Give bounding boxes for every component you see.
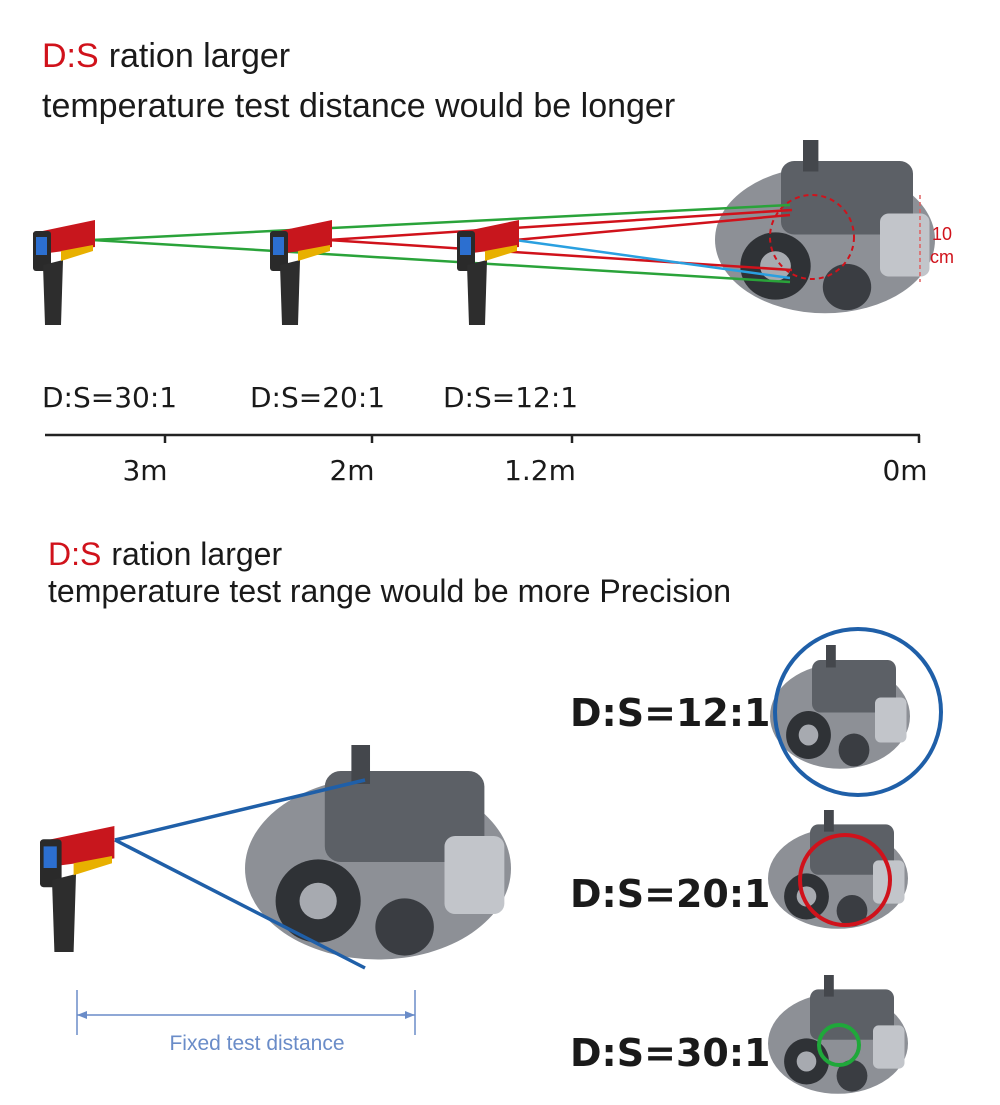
thermometer-gun xyxy=(270,220,332,325)
beam-line xyxy=(91,203,791,242)
ratio-label: D:S=30:1 xyxy=(570,1031,770,1075)
heading-highlight: D:S xyxy=(48,536,101,572)
thermometer-gun xyxy=(457,220,519,325)
thermometer-gun xyxy=(40,826,115,952)
engine-image xyxy=(715,140,935,314)
heading-highlight: D:S xyxy=(42,37,99,75)
heading: D:S ration larger xyxy=(42,37,290,75)
dimension-arrow xyxy=(405,1011,415,1019)
beam-line xyxy=(514,213,791,242)
spot-circle xyxy=(798,833,892,927)
subheading: temperature test distance would be longe… xyxy=(42,87,675,125)
ratio-label: D:S=20:1 xyxy=(570,872,770,916)
heading: D:S ration larger xyxy=(48,536,282,572)
distance-label: 0m xyxy=(882,454,927,487)
dimension-arrow xyxy=(77,1011,87,1019)
ratio-label: D:S=20:1 xyxy=(250,381,385,414)
thermometer-gun xyxy=(33,220,95,325)
spot-circle xyxy=(817,1023,861,1067)
ratio-label: D:S=12:1 xyxy=(570,691,770,735)
beam-line xyxy=(91,238,791,284)
ratio-label: D:S=12:1 xyxy=(443,381,578,414)
spot-value: 10 xyxy=(932,224,952,244)
spot-circle xyxy=(769,194,855,280)
subheading: temperature test range would be more Pre… xyxy=(48,573,731,609)
beam-line xyxy=(114,778,366,842)
beam-line xyxy=(327,238,793,272)
distance-label: 1.2m xyxy=(504,454,576,487)
engine-image xyxy=(768,975,908,1094)
beam-line xyxy=(327,208,793,242)
spot-unit: cm xyxy=(930,247,954,267)
beam-line xyxy=(514,238,791,280)
heading-rest: ration larger xyxy=(111,536,282,572)
fixed-distance-label: Fixed test distance xyxy=(169,1032,344,1055)
beam-line xyxy=(114,838,366,970)
heading-rest: ration larger xyxy=(109,37,290,75)
ratio-label: D:S=30:1 xyxy=(42,381,177,414)
distance-label: 2m xyxy=(329,454,374,487)
distance-label: 3m xyxy=(122,454,167,487)
spot-circle xyxy=(773,627,943,797)
